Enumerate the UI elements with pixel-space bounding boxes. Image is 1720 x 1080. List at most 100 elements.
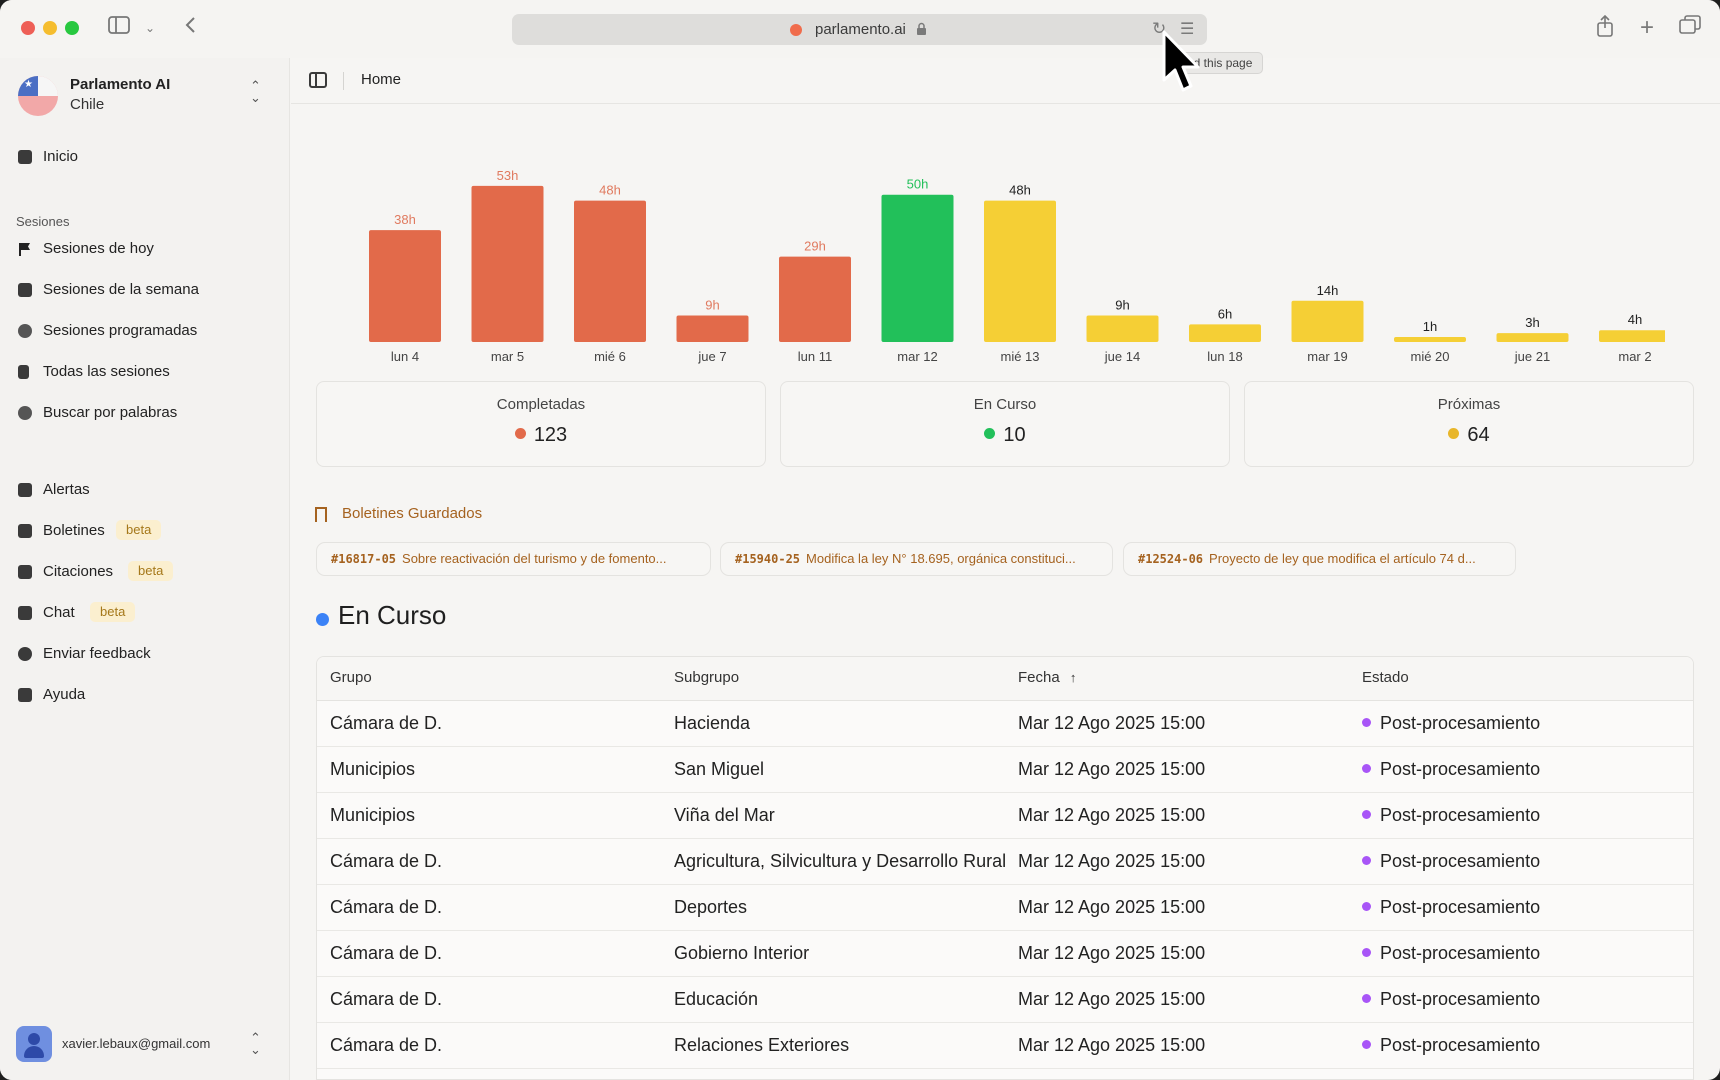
data-label: 48h [1009,183,1031,198]
back-button[interactable] [180,15,200,41]
chart-bar-mié-6[interactable] [574,200,646,342]
chart-bar-mar-2[interactable] [1599,330,1671,342]
breadcrumb: Home [361,71,402,88]
column-header-subgrupo[interactable]: Subgrupo [674,669,740,686]
calendar-icon [18,283,32,297]
chevron-updown-icon[interactable]: ⌃ ⌄ [250,78,261,105]
column-header-fecha[interactable]: Fecha ↑ [1018,669,1076,686]
chart-bar-mar-5[interactable] [471,185,544,342]
data-label: 1h [1423,319,1437,334]
sidebar-item-inicio[interactable]: Inicio [16,142,274,172]
status-dot [1362,947,1371,957]
cell-text: Mar 12 Ago 2025 15:00 [1018,851,1206,871]
cell-estado: Post-procesamiento [1362,897,1540,918]
data-label: 50h [907,177,929,192]
table-row[interactable]: Municipios San Miguel Mar 12 Ago 2025 15:0… [317,747,1693,793]
x-tick-label: mié 20 [1410,349,1449,364]
org-country: Chile [70,96,105,113]
chart-bar-mar-19[interactable] [1291,300,1364,342]
cell-text: Post-procesamiento [1380,897,1541,917]
share-icon[interactable] [1594,14,1616,41]
column-header-estado[interactable]: Estado [1362,669,1409,686]
beta-badge: beta [90,602,136,622]
tab-overview-icon[interactable] [1678,15,1702,41]
bookmark-icon [315,507,327,522]
cell-fecha: Mar 12 Ago 2025 15:00 [1018,897,1205,918]
boletin-chip[interactable]: #12524-06 Proyecto de ley que modifica el… [1123,542,1516,576]
table-row[interactable]: Cámara de D. Relaciones Exteriores Mar 12 … [317,1023,1693,1069]
cell-text: Mar 12 Ago 2025 15:00 [1018,897,1206,917]
new-tab-icon[interactable]: + [1639,14,1654,41]
chart-bar-mié-13[interactable] [984,200,1056,342]
boletin-desc: Modifica la ley N° 18.695, orgánica cons… [806,551,1076,566]
cell-subgrupo: San Miguel [674,759,764,780]
beta-badge: beta [128,561,174,581]
panel-toggle-icon[interactable] [309,72,327,88]
cell-text: Deportes [674,897,748,917]
sidebar-toggle-icon[interactable] [106,15,132,41]
table-row[interactable]: Cámara de D. Educación Mar 12 Ago 2025 15:… [317,977,1693,1023]
table-row[interactable]: Cámara de D. Agricultura, Silvicultura y … [317,839,1693,885]
sidebar-item-buscar[interactable]: Buscar por palabras [16,398,274,428]
sidebar-item-ayuda[interactable]: Ayuda [16,680,274,710]
cell-subgrupo: Gobierno Interior [674,943,809,964]
x-tick-label: lun 18 [1207,349,1242,364]
table-header: Grupo Subgrupo Fecha ↑ Estado [317,657,1693,701]
boletin-chip[interactable]: #16817-05 Sobre reactivación del turismo … [316,542,711,576]
sidebar-item-feedback[interactable]: Enviar feedback [16,639,274,669]
cell-grupo: Cámara de D. [330,851,442,872]
zoom-window-button[interactable] [65,21,79,35]
info-icon [18,688,32,702]
stat-title: En Curso [973,396,1037,413]
table-row[interactable]: Municipios Viña del Mar Mar 12 Ago 2025 15… [317,793,1693,839]
mouse-cursor-icon [1160,30,1200,104]
data-label: 3h [1525,315,1539,330]
cell-text: Gobierno Interior [674,943,810,963]
sidebar-item-sesiones-semana[interactable]: Sesiones de la semana [16,275,274,305]
sidebar: ★ Parlamento AI Chile ⌃ ⌄ Inicio Sesiones… [0,58,290,1080]
sidebar-item-sesiones-programadas[interactable]: Sesiones programadas [16,316,274,346]
cell-fecha: Mar 12 Ago 2025 15:00 [1018,989,1205,1010]
sidebar-item-sesiones-hoy[interactable]: Sesiones de hoy [16,234,274,264]
header-divider [343,72,344,90]
chart-bar-jue-7[interactable] [676,315,749,342]
x-tick-label: mar 2 [1618,349,1651,364]
cell-text: San Miguel [674,759,765,779]
chart-bar-mar-12[interactable] [881,194,954,342]
chevron-down-icon[interactable]: ⌄ [144,21,156,35]
chevron-updown-icon[interactable]: ⌃ ⌄ [250,1030,261,1057]
x-tick-label: mar 19 [1307,349,1347,364]
minimize-window-button[interactable] [43,21,57,35]
chart-bar-jue-14[interactable] [1086,315,1159,342]
table-row[interactable]: Cámara de D. Hacienda Mar 12 Ago 2025 15:0… [317,701,1693,747]
data-label: 9h [705,297,719,312]
sidebar-item-citaciones[interactable]: Citaciones beta [16,557,274,587]
boletin-chip[interactable]: #15940-25 Modifica la ley N° 18.695, orgá… [720,542,1113,576]
sidebar-item-chat[interactable]: Chat beta [16,598,274,628]
chart-bar-lun-4[interactable] [369,230,441,342]
sidebar-item-boletines[interactable]: Boletines beta [16,516,274,546]
chart-bar-mié-20[interactable] [1394,337,1466,342]
chart-bar-lun-18[interactable] [1189,324,1261,342]
table-row[interactable]: Cámara de D. Gobierno Interior Mar 12 Ago … [317,931,1693,977]
cell-text: Viña del Mar [674,805,775,825]
table-row[interactable]: Cámara de D. Deportes Mar 12 Ago 2025 15:0… [317,885,1693,931]
stat-value: 123 [533,424,568,446]
close-window-button[interactable] [21,21,35,35]
column-header-grupo[interactable]: Grupo [330,669,372,686]
chart-bar-jue-21[interactable] [1496,333,1569,342]
address-bar[interactable]: parlamento.ai ↻ ☰ [512,14,1207,45]
status-dot [1362,717,1371,727]
boletin-desc: Sobre reactivación del turismo y de fome… [402,551,667,566]
sidebar-item-alertas[interactable]: Alertas [16,475,274,505]
cell-text: Municipios [330,805,416,825]
cell-fecha: Mar 12 Ago 2025 15:00 [1018,943,1205,964]
status-dot [1362,1039,1371,1049]
data-label: 4h [1628,312,1642,327]
sidebar-item-todas-sesiones[interactable]: Todas las sesiones [16,357,274,387]
cell-text: Mar 12 Ago 2025 15:00 [1018,989,1206,1009]
org-switcher[interactable]: ★ Parlamento AI Chile ⌃ ⌄ [18,74,278,122]
user-menu[interactable]: xavier.lebaux@gmail.com ⌃ ⌄ [16,1026,274,1062]
chart-bar-lun-11[interactable] [779,256,851,342]
reader-icon[interactable]: ☰ [1180,21,1195,38]
